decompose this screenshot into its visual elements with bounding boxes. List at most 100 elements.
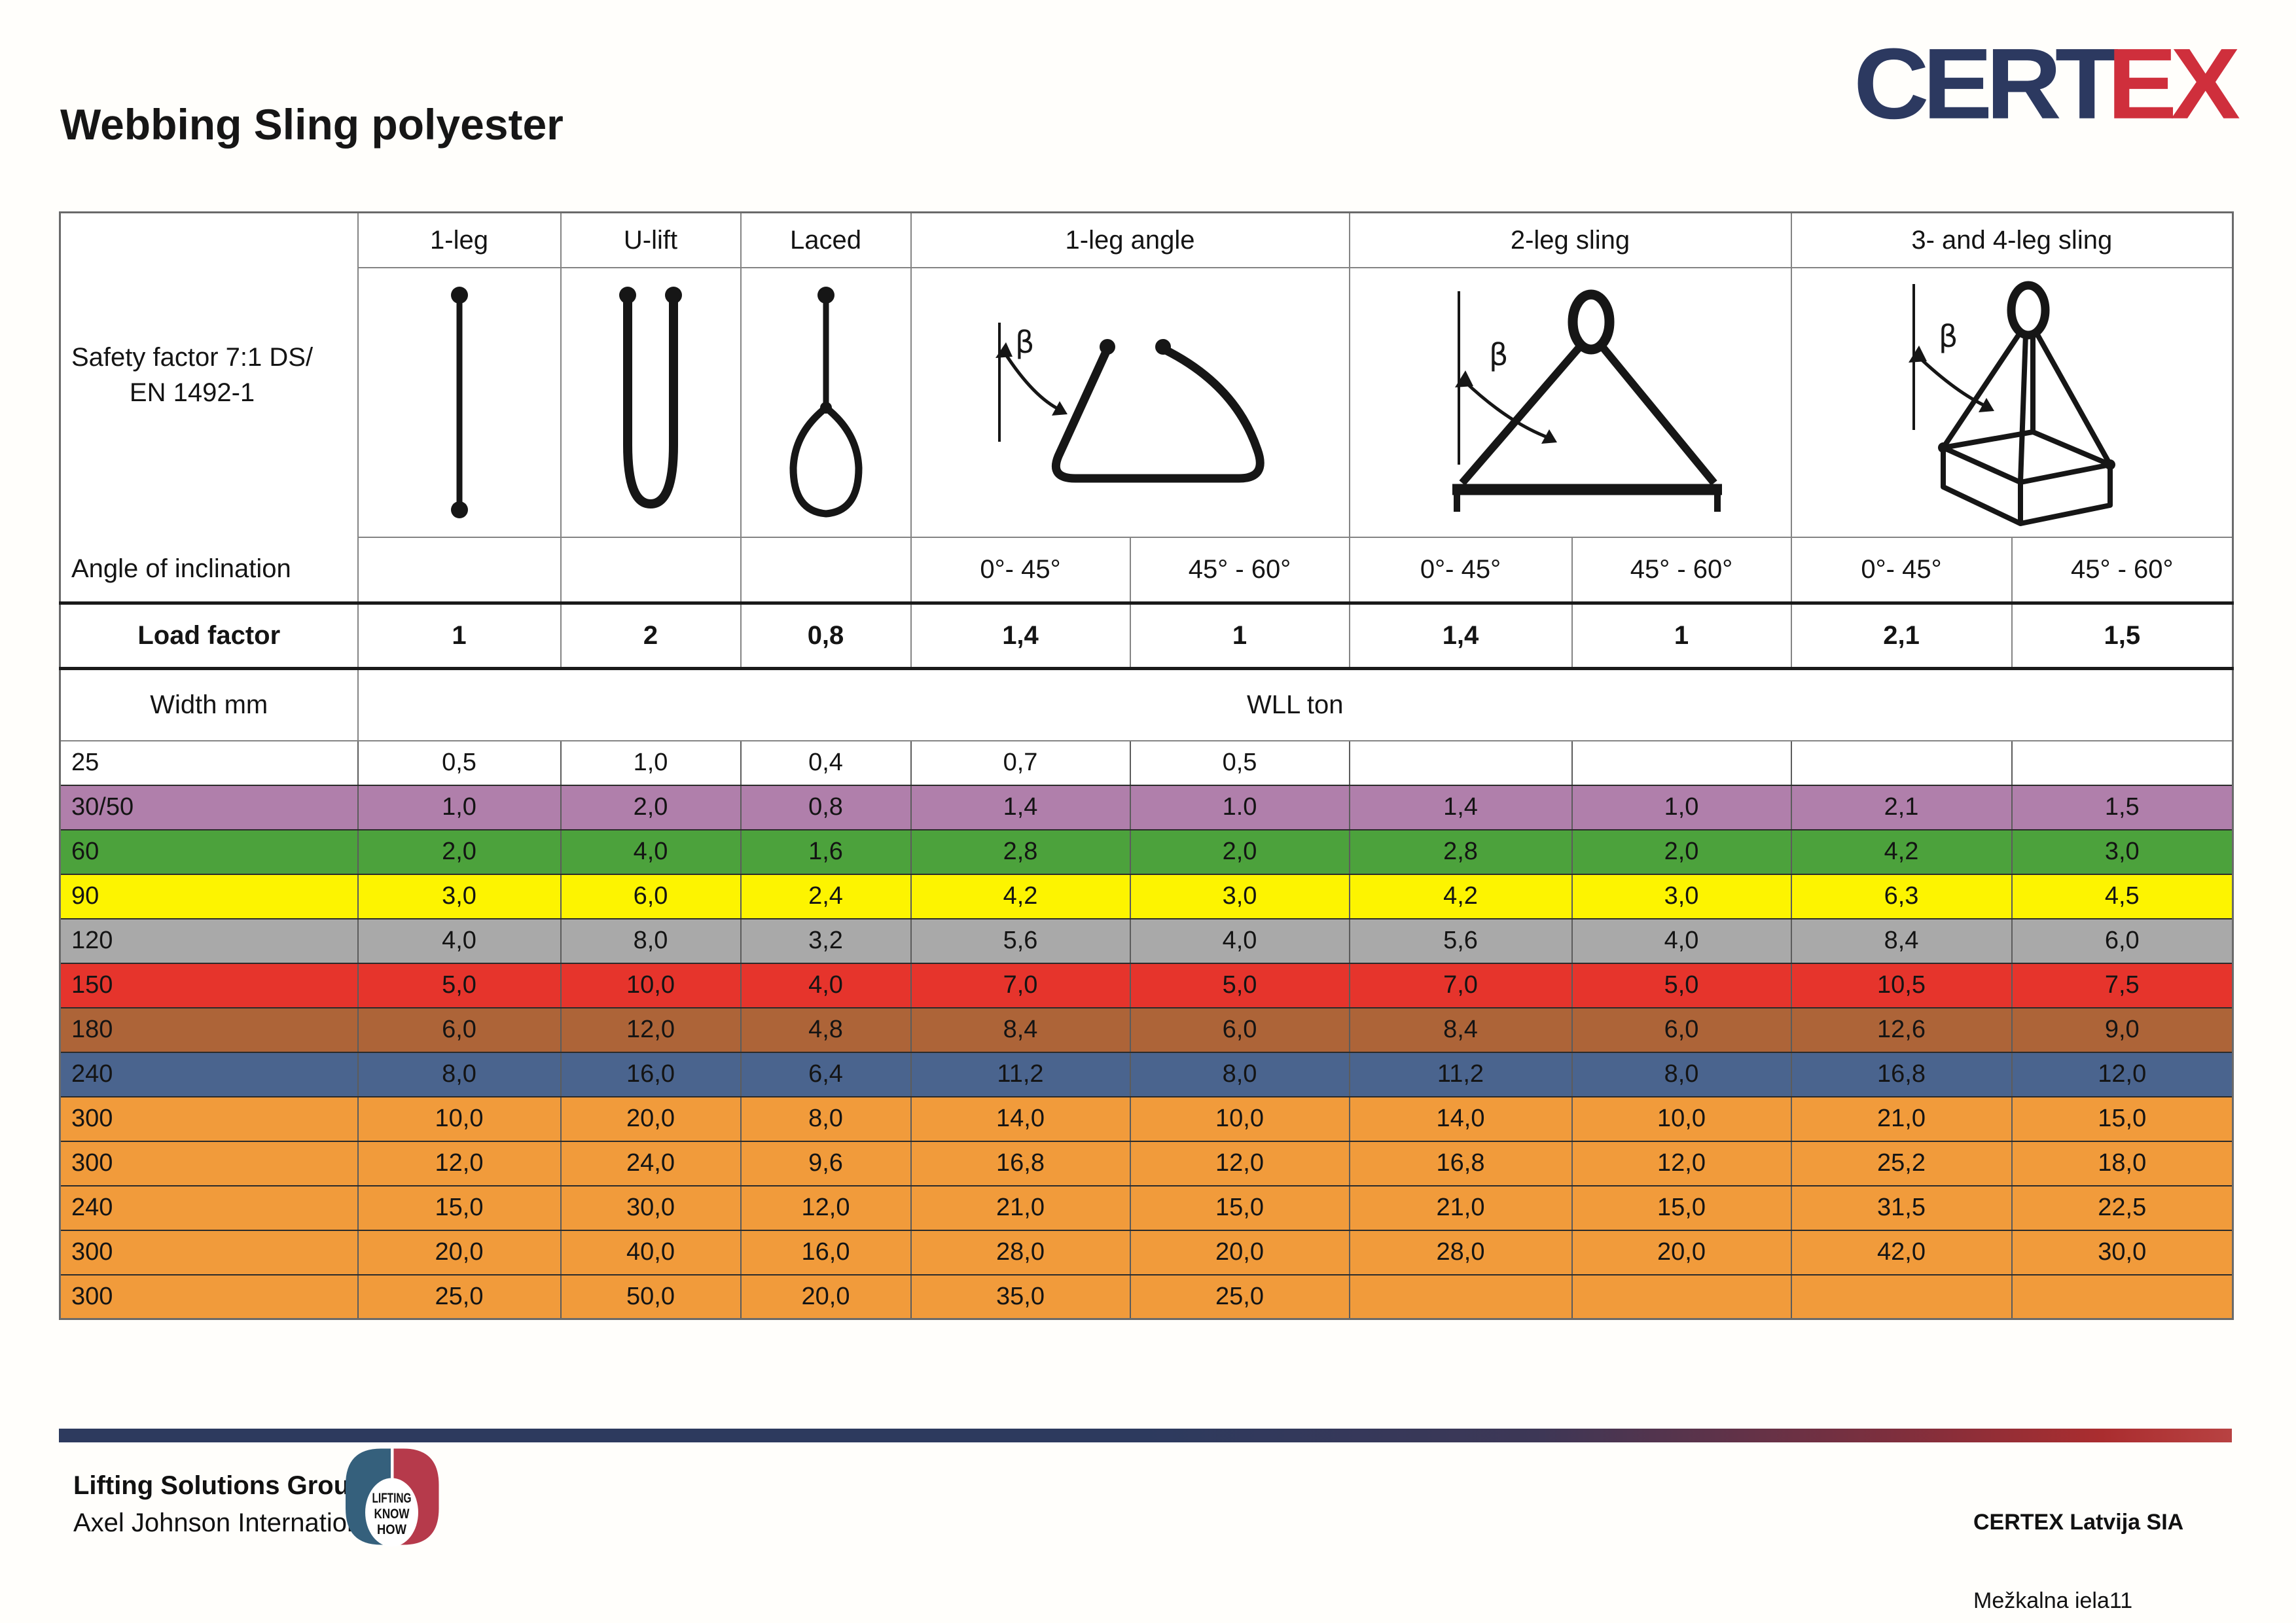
width-value: 240 [59,1185,359,1231]
wll-value [2011,740,2234,786]
wll-value: 4,0 [1129,918,1350,964]
width-value: 300 [59,1229,359,1275]
angle-cell: 45° - 60° [1571,536,1792,604]
width-label: Width mm [59,667,359,741]
wll-value: 16,8 [1348,1140,1573,1186]
wll-value: 1,0 [1571,784,1792,830]
wll-value: 5,0 [1129,962,1350,1008]
wll-value: 6,0 [357,1007,562,1053]
wll-value: 25,2 [1790,1140,2013,1186]
wll-value: 10,0 [1129,1096,1350,1142]
load-factor-value: 0,8 [740,601,912,669]
angle-cell: 0°- 45° [1348,536,1573,604]
svg-text:β: β [1015,325,1034,360]
wll-value: 5,0 [357,962,562,1008]
width-value: 60 [59,829,359,875]
wll-value: 2,0 [1129,829,1350,875]
wll-value: 2,8 [910,829,1131,875]
footer-address-1: Mežkalna iela11 [1973,1588,2133,1613]
wll-value: 16,0 [740,1229,912,1275]
wll-value: 12,6 [1790,1007,2013,1053]
group-header-2-leg-sling: 2-leg sling [1348,211,1792,269]
wll-value: 10,5 [1790,962,2013,1008]
wll-value: 14,0 [910,1096,1131,1142]
wll-value [1348,740,1573,786]
table-row: 300 20,0 40,0 16,0 28,0 20,0 28,0 20,0 42,0 30,0 [59,1229,2234,1275]
angle-row: 0°- 45° 45° - 60° 0°- 45° 45° - 60° 0°- … [60,536,2234,604]
wll-value: 7,5 [2011,962,2234,1008]
u-lift-illustration-cell [560,267,742,538]
angle-cell-empty-2 [560,536,742,604]
wll-value: 28,0 [1348,1229,1573,1275]
wll-value: 40,0 [560,1229,742,1275]
left-header-cell: Safety factor 7:1 DS/ EN 1492-1 Angle of… [59,211,359,604]
wll-value: 12,0 [357,1140,562,1186]
wll-value [1571,740,1792,786]
wll-value: 20,0 [1129,1229,1350,1275]
width-value: 240 [59,1051,359,1097]
angle-cell-empty-3 [740,536,912,604]
wll-value: 20,0 [740,1274,912,1320]
wll-value: 2,0 [357,829,562,875]
three-four-leg-sling-icon: β [1908,281,2115,527]
wll-value [1790,740,2013,786]
wll-value: 3,0 [1129,873,1350,919]
wll-value: 1,0 [357,784,562,830]
wll-value: 10,0 [1571,1096,1792,1142]
load-factor-value: 1 [1571,601,1792,669]
table-row: 240 15,0 30,0 12,0 21,0 15,0 21,0 15,0 31,5 22,5 [59,1185,2234,1231]
table-row: 60 2,0 4,0 1,6 2,8 2,0 2,8 2,0 4,2 3,0 [59,829,2234,875]
wll-value: 8,0 [1571,1051,1792,1097]
laced-sling-icon [789,286,863,518]
wll-value: 16,8 [1790,1051,2013,1097]
u-lift-sling-icon [619,286,682,508]
wll-value: 9,6 [740,1140,912,1186]
wll-value: 8,0 [357,1051,562,1097]
wll-value: 6,3 [1790,873,2013,919]
wll-value: 15,0 [357,1185,562,1231]
wll-value: 10,0 [357,1096,562,1142]
svg-text:KNOW: KNOW [374,1507,410,1522]
wll-value: 3,0 [1571,873,1792,919]
width-value: 90 [59,873,359,919]
load-factor-value: 1,4 [1348,601,1573,669]
group-header-1-leg: 1-leg [357,211,562,269]
wll-value: 16,0 [560,1051,742,1097]
wll-value: 15,0 [2011,1096,2234,1142]
angle-cell: 0°- 45° [910,536,1131,604]
wll-value: 10,0 [560,962,742,1008]
wll-value: 18,0 [2011,1140,2234,1186]
wll-value: 4,5 [2011,873,2234,919]
wll-value: 1,4 [1348,784,1573,830]
group-header-laced: Laced [740,211,912,269]
one-leg-angle-illustration-cell: β [910,267,1350,538]
wll-value: 7,0 [1348,962,1573,1008]
width-value: 180 [59,1007,359,1053]
illustration-row: β β [60,267,2234,538]
wll-value: 30,0 [2011,1229,2234,1275]
wll-value: 6,0 [1129,1007,1350,1053]
wll-value: 6,0 [1571,1007,1792,1053]
wll-value: 6,0 [560,873,742,919]
wll-value: 7,0 [910,962,1131,1008]
wll-value: 24,0 [560,1140,742,1186]
wll-value: 25,0 [1129,1274,1350,1320]
three-four-leg-illustration-cell: β [1790,267,2234,538]
wll-label: WLL ton [357,667,2234,741]
table-row: 300 10,0 20,0 8,0 14,0 10,0 14,0 10,0 21,0 15,0 [59,1096,2234,1142]
wll-value [1571,1274,1792,1320]
group-header-row: Safety factor 7:1 DS/ EN 1492-1 Angle of… [59,211,2234,604]
wll-value: 22,5 [2011,1185,2234,1231]
certex-logo: CERTEX [1854,33,2240,134]
wll-table: Safety factor 7:1 DS/ EN 1492-1 Angle of… [59,211,2234,1320]
table-row: 25 0,5 1,0 0,4 0,7 0,5 [59,740,2234,786]
wll-value: 3,0 [2011,829,2234,875]
axel-johnson-label: Axel Johnson International [73,1508,382,1537]
group-header-u-lift: U-lift [560,211,742,269]
table-row: 180 6,0 12,0 4,8 8,4 6,0 8,4 6,0 12,6 9,0 [59,1007,2234,1053]
wll-value: 5,0 [1571,962,1792,1008]
wll-value: 30,0 [560,1185,742,1231]
wll-value: 2,8 [1348,829,1573,875]
wll-value: 8,0 [1129,1051,1350,1097]
wll-value: 6,0 [2011,918,2234,964]
